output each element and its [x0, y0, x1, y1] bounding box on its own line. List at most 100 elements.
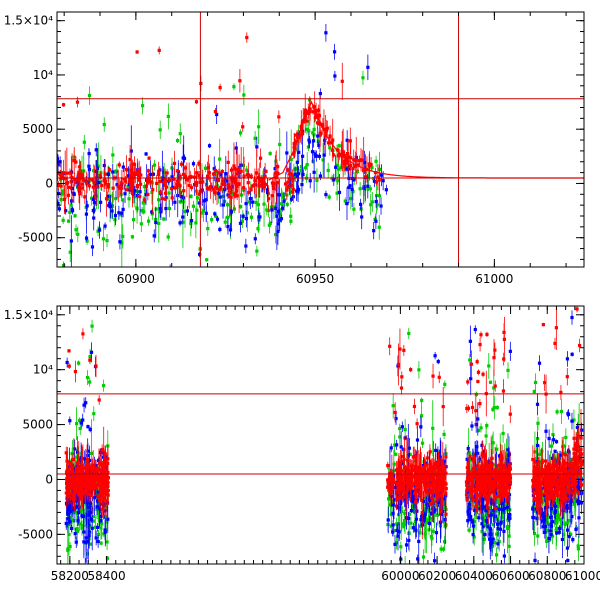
data-point-red — [94, 480, 98, 489]
data-point-green — [105, 233, 109, 248]
data-point-blue — [279, 214, 284, 223]
data-point-green — [506, 362, 510, 379]
data-point-red — [575, 457, 579, 480]
data-point-green — [442, 429, 446, 439]
data-point-red — [473, 488, 477, 495]
data-point-red — [108, 166, 112, 173]
data-point-red — [532, 489, 536, 497]
data-point-blue — [423, 507, 427, 522]
data-point-green — [343, 197, 347, 205]
data-point-green — [559, 399, 564, 424]
data-point-red — [187, 162, 191, 209]
data-point-green — [105, 555, 109, 561]
data-point-red — [173, 181, 178, 194]
data-point-blue — [97, 221, 102, 239]
data-point-blue — [394, 412, 398, 425]
data-point-red — [407, 473, 411, 489]
data-point-blue — [215, 215, 220, 223]
data-point-green — [147, 216, 151, 226]
data-point-green — [501, 424, 505, 443]
data-point-blue — [399, 431, 403, 463]
data-point-blue — [554, 439, 559, 444]
data-point-red — [89, 478, 93, 489]
data-point-green — [68, 541, 72, 552]
data-point-blue — [487, 528, 492, 550]
data-point-green — [196, 191, 200, 205]
data-point-red — [128, 145, 132, 175]
data-point-red — [558, 475, 562, 487]
data-point-blue — [560, 520, 565, 559]
data-point-green — [467, 527, 471, 534]
data-point-blue — [150, 209, 154, 215]
data-point-red — [80, 466, 84, 509]
data-point-red — [190, 183, 194, 192]
data-point-green — [377, 214, 381, 240]
data-point-green — [189, 193, 193, 199]
data-point-red — [351, 163, 355, 175]
data-point-blue — [345, 187, 349, 221]
data-point-green — [152, 159, 157, 171]
data-point-red — [576, 472, 580, 478]
data-point-red — [562, 462, 566, 492]
data-point-blue — [86, 424, 90, 429]
data-point-red — [86, 486, 90, 503]
data-point-red — [94, 354, 98, 378]
data-point-green — [120, 216, 124, 267]
data-point-blue — [76, 515, 80, 526]
data-point-green — [468, 354, 472, 366]
data-point-blue — [120, 209, 124, 218]
data-point-red — [86, 462, 91, 474]
data-point-red — [466, 404, 471, 412]
data-point-blue — [84, 512, 88, 563]
data-point-red — [502, 352, 506, 366]
data-point-green — [403, 510, 407, 517]
data-point-blue — [575, 498, 579, 504]
data-point-blue — [420, 513, 424, 520]
data-point-blue — [433, 506, 437, 514]
data-point-green — [141, 97, 145, 115]
data-point-red — [477, 478, 481, 491]
top-data-layer — [57, 12, 584, 267]
data-point-red — [64, 477, 68, 509]
data-point-blue — [228, 223, 233, 237]
data-point-green — [285, 201, 289, 208]
data-point-red — [506, 473, 510, 487]
data-point-green — [178, 123, 182, 144]
data-point-green — [557, 511, 561, 524]
data-point-green — [92, 406, 96, 422]
data-point-blue — [497, 453, 502, 459]
data-point-red — [363, 171, 368, 183]
data-point-red — [560, 479, 564, 518]
data-point-red — [412, 398, 417, 415]
data-point-blue — [467, 501, 472, 509]
data-point-blue — [535, 511, 539, 526]
data-point-green — [111, 146, 115, 164]
data-point-blue — [238, 214, 243, 233]
data-point-red — [492, 339, 496, 377]
data-point-red — [417, 465, 422, 474]
data-point-blue — [508, 341, 512, 361]
data-point-red — [238, 69, 242, 93]
data-point-green — [242, 84, 246, 106]
data-point-blue — [300, 135, 305, 178]
data-point-blue — [422, 517, 426, 524]
data-point-blue — [324, 23, 328, 42]
data-point-blue — [169, 264, 171, 267]
data-point-red — [556, 453, 561, 464]
x-tick-label: 61000 — [475, 272, 513, 286]
data-point-green — [194, 207, 198, 239]
data-point-red — [502, 323, 506, 342]
data-point-red — [579, 479, 583, 489]
data-point-blue — [285, 131, 289, 175]
data-point-red — [564, 467, 568, 487]
data-point-red — [62, 185, 67, 215]
data-point-red — [563, 445, 567, 464]
data-point-red — [498, 489, 502, 503]
data-point-blue — [198, 251, 202, 258]
data-point-blue — [565, 539, 570, 557]
data-point-green — [66, 533, 70, 564]
data-point-red — [77, 169, 81, 189]
data-point-red — [87, 478, 91, 491]
data-point-red — [546, 477, 550, 482]
data-point-blue — [414, 521, 418, 540]
